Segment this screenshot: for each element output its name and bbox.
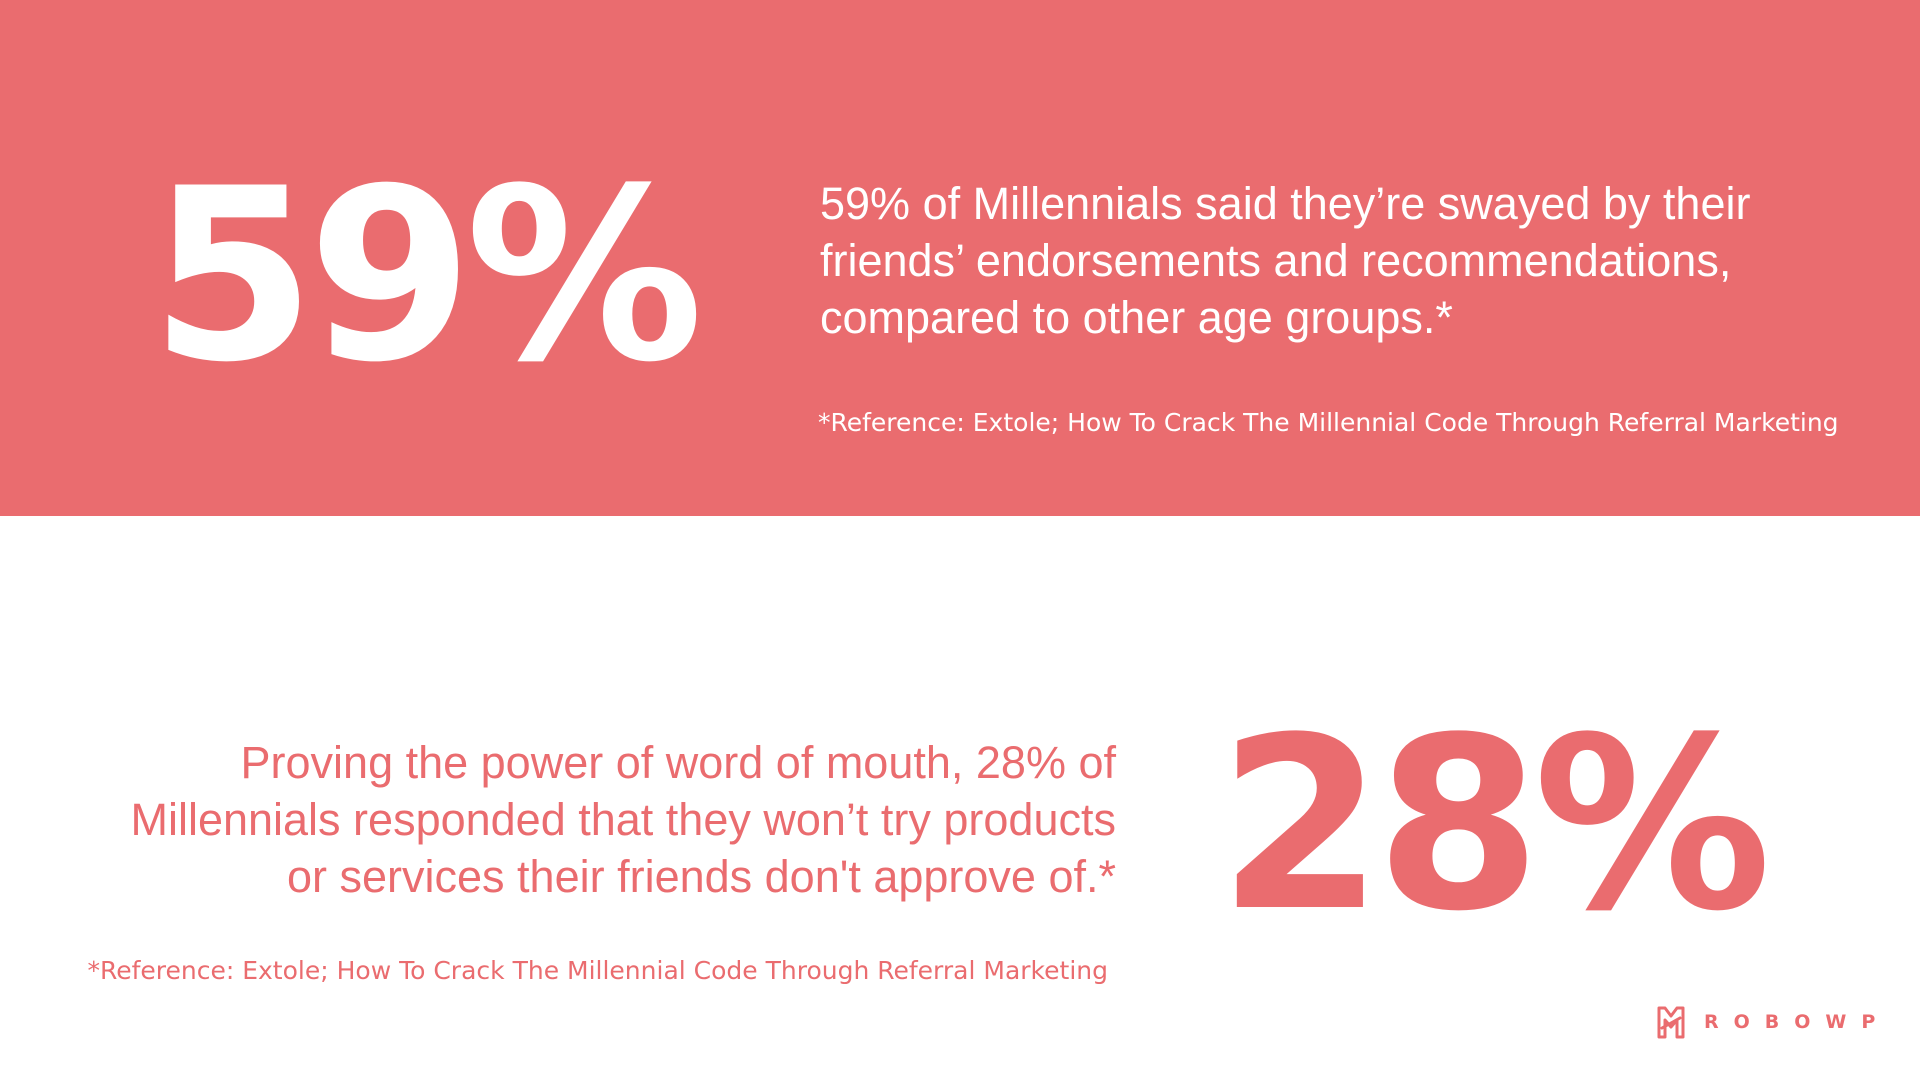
bottom-statement: Proving the power of word of mouth, 28% … [60, 734, 1116, 905]
brand-name: ROBOWP [1704, 1011, 1891, 1033]
top-statement-line: compared to other age groups.* [820, 292, 1453, 343]
brand-logo: ROBOWP [1656, 1004, 1890, 1040]
stat-28-percent: 28% [1218, 687, 1772, 964]
bottom-reference: *Reference: Extole; How To Crack The Mil… [87, 956, 1108, 985]
bottom-statement-line: Millennials responded that they won’t tr… [130, 794, 1116, 845]
bottom-statement-line: Proving the power of word of mouth, 28% … [240, 737, 1116, 788]
stat-59-percent: 59% [150, 138, 704, 415]
robowp-logo-icon [1657, 1006, 1685, 1039]
top-statement-line: 59% of Millennials said they’re swayed b… [820, 178, 1751, 229]
top-accent-band [0, 0, 1920, 516]
top-statement-line: friends’ endorsements and recommendation… [820, 235, 1732, 286]
bottom-statement-line: or services their friends don't approve … [286, 851, 1116, 902]
top-reference: *Reference: Extole; How To Crack The Mil… [818, 408, 1839, 437]
top-statement: 59% of Millennials said they’re swayed b… [820, 175, 1860, 346]
